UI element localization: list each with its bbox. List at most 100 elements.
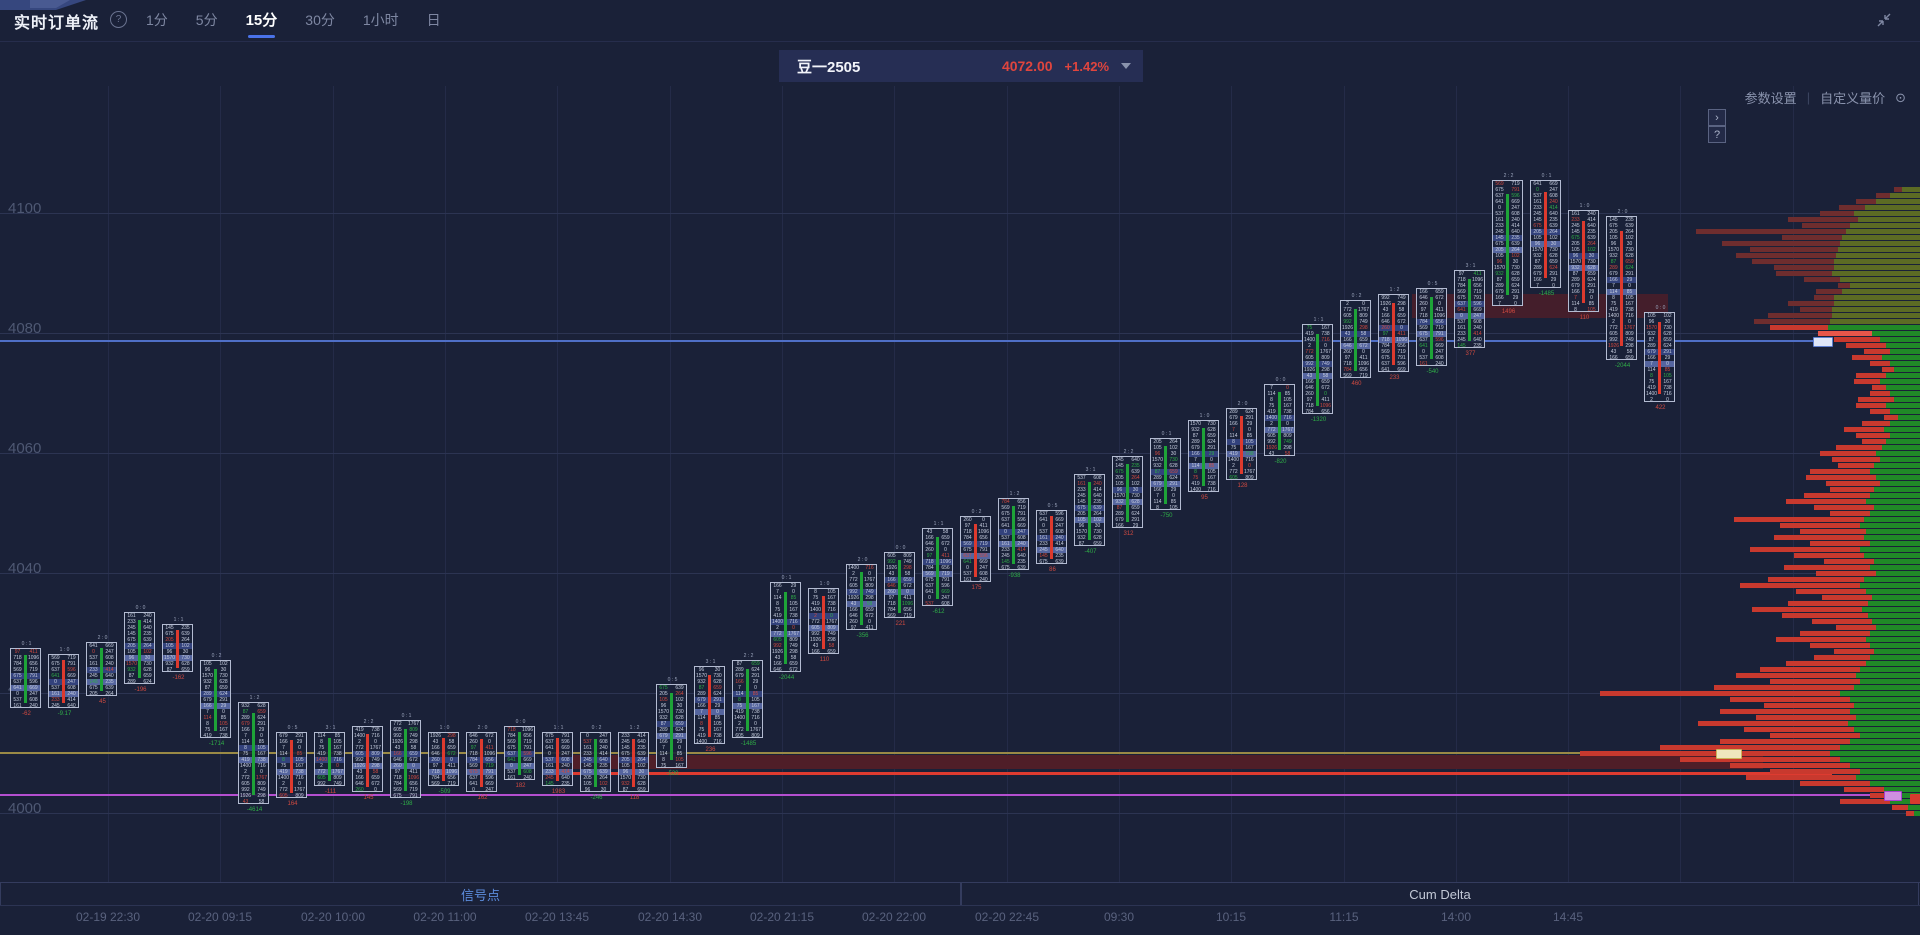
footprint-candle[interactable]: 641 669 0 247 537 608 161 240 233 414 245 640 145 235…	[1530, 173, 1561, 297]
bid-volume: 641	[1457, 307, 1466, 313]
footprint-candle[interactable]: 772 1767 605 809 992 749 1926 298 43 58 166 659 646 6…	[390, 713, 421, 807]
footprint-candle[interactable]: 75 167 419 738 1400 716 2 0 772 1767 605 809 992 749 1…	[1302, 317, 1333, 423]
footprint-candle[interactable]: 537 608 161 240 233 414 245 640 145 235 675 639 205 2…	[1074, 467, 1105, 555]
tab-15min[interactable]: 15分	[246, 0, 277, 41]
footprint-candle[interactable]: 646 672 260 0 97 411 718 1096 784 656 569 719 675 791…	[466, 725, 497, 801]
footprint-candle[interactable]: 2 0 772 1767 605 809 992 749 1926 298 43 58 166 659 64…	[1340, 293, 1371, 387]
footprint-row: 260 0	[1341, 349, 1370, 355]
bid-volume: 646	[773, 667, 782, 673]
footprint-candle[interactable]: 932 628 87 659 289 624 679 291 166 29 7 0 114 85 8 105 7…	[238, 695, 269, 813]
bid-volume: 637	[1419, 337, 1428, 343]
footprint-candle[interactable]: 43 58 166 659 646 672 260 0 97 411 718 1096 784 656 56…	[922, 521, 953, 615]
question-icon[interactable]: ?	[1708, 126, 1726, 143]
bid-volume: 166	[735, 679, 744, 685]
tab-30min[interactable]: 30分	[305, 12, 335, 28]
footprint-row: 605 809	[277, 793, 306, 799]
ask-volume: 167	[295, 763, 304, 769]
footprint-candle[interactable]: 161 240 233 414 245 640 145 235 675 639 205 264 105 1…	[124, 605, 155, 693]
bid-volume: 96	[204, 667, 211, 673]
footprint-candle[interactable]: 205 264 105 102 96 30 1570 730 932 628 87 659 289 624…	[1150, 431, 1181, 519]
footprint-candle[interactable]: 569 719 675 791 637 596 641 669 0 247 537 608 161 240…	[48, 647, 79, 717]
footprint-row: 205 264	[1607, 229, 1636, 235]
tab-5min[interactable]: 5分	[195, 12, 218, 28]
footprint-candle[interactable]: 1926 298 43 58 166 659 646 672 260 0 97 411 718 1096 7…	[428, 725, 459, 795]
footprint-row: 97 411	[429, 763, 458, 769]
footprint-candle[interactable]: 1570 730 932 628 87 659 289 624 679 291 166 29 7 0 114…	[1188, 413, 1219, 501]
bid-volume: 233	[1077, 487, 1086, 493]
ask-volume: 411	[865, 625, 874, 631]
vp-sell-bar	[1746, 775, 1856, 780]
bid-volume: 772	[811, 619, 820, 625]
footprint-candle[interactable]: 8 105 75 167 419 738 1400 716 2 0 772 1767 605 809 992…	[808, 581, 839, 663]
footprint-row: 0 247	[923, 595, 952, 601]
volume-profile-row	[1770, 679, 1920, 684]
candle-delta: -750	[1160, 513, 1173, 519]
footprint-candle[interactable]: 784 656 569 719 675 791 637 596 641 669 0 247 537 608…	[998, 491, 1029, 579]
footprint-candle[interactable]: 679 291 166 29 7 0 114 85 8 105 75 167 419 738 1400 716…	[276, 725, 307, 807]
footprint-candle[interactable]: 289 624 679 291 166 29 7 0 114 85 8 105 75 167 419 738 1…	[1226, 401, 1257, 489]
footprint-candle[interactable]: 675 639 205 264 105 102 96 30 1570 730 932 628 87 659…	[656, 677, 687, 777]
footprint-candle[interactable]: 166 659 646 672 260 0 97 411 718 1096 784 656 569 719…	[1416, 281, 1447, 375]
footprint-candle[interactable]: 145 235 675 639 205 264 105 102 96 30 1570 730 932 62…	[1606, 209, 1637, 369]
ask-volume: 264	[181, 637, 190, 643]
bid-volume: 932	[1647, 331, 1656, 337]
footprint-candle[interactable]: 992 749 1926 298 43 58 166 659 646 672 260 0 97 411 71…	[1378, 287, 1409, 381]
footprint-candle[interactable]: 569 719 675 791 637 596 641 669 0 247 537 608 161 240…	[1492, 173, 1523, 315]
footprint-candle[interactable]: 718 1096 784 656 569 719 675 791 637 596 641 669 0 24…	[504, 719, 535, 789]
footprint-candle[interactable]: 260 0 97 411 718 1096 784 656 569 719 675 791 637 596…	[960, 509, 991, 591]
bid-volume: 245	[127, 625, 136, 631]
footprint-candle[interactable]: 605 809 992 749 1926 298 43 58 166 659 646 672 260 0 9…	[884, 545, 915, 627]
footprint-candle[interactable]: 161 240 233 414 245 640 145 235 675 639 205 264 105 1…	[1568, 203, 1599, 321]
volume-profile-row	[1800, 631, 1920, 636]
tab-1hour[interactable]: 1小时	[362, 12, 399, 28]
ask-volume: 235	[1587, 229, 1596, 235]
instrument-selector[interactable]: 豆一2505 4072.00 +1.42%	[779, 50, 1143, 82]
vp-buy-bar	[1850, 709, 1920, 714]
ask-volume: 1767	[825, 619, 838, 625]
footprint-candle[interactable]: 245 640 145 235 675 639 205 264 105 102 96 30 1570 73…	[1112, 449, 1143, 537]
bid-volume: 205	[89, 691, 98, 697]
tab-day[interactable]: 日	[426, 12, 441, 28]
chevron-down-icon[interactable]	[1121, 63, 1131, 69]
footprint-candle[interactable]: 145 235 675 639 205 264 105 102 96 30 1570 730 932 62…	[162, 617, 193, 681]
bid-volume: 675	[13, 673, 22, 679]
footprint-row: 641 669	[467, 781, 496, 787]
vertical-gridline	[1793, 86, 1794, 882]
footprint-candle[interactable]: 0 247 537 608 161 240 233 414 245 640 145 235 675 639…	[580, 725, 611, 801]
cum-delta-pane-label[interactable]: Cum Delta	[961, 883, 1919, 905]
footprint-candle[interactable]: 641 669 0 247 537 608 161 240 233 414 245 640 145 235…	[86, 635, 117, 705]
candle-delta: 162	[477, 795, 488, 801]
footprint-row: 166 29	[771, 583, 800, 589]
custom-volume-price-button[interactable]: 自定义量价	[1820, 91, 1886, 106]
footprint-candle[interactable]: 1400 716 2 0 772 1767 605 809 992 749 1926 298 43 58 1…	[846, 557, 877, 639]
collapse-icon[interactable]	[1874, 10, 1894, 30]
bid-volume: 43	[394, 745, 401, 751]
ask-volume: 659	[637, 787, 646, 793]
chevron-right-icon[interactable]: ›	[1708, 109, 1726, 126]
footprint-row: 205 264	[1075, 511, 1104, 517]
tab-1min[interactable]: 1分	[146, 12, 168, 28]
bid-volume: 96	[1610, 241, 1617, 247]
footprint-candle[interactable]: 637 596 641 669 0 247 537 608 161 240 233 414 245 640…	[1036, 503, 1067, 573]
settings-button[interactable]: 参数设置	[1744, 91, 1797, 106]
ask-volume: 624	[713, 691, 722, 697]
bid-volume: 114	[1647, 367, 1656, 373]
footprint-candle[interactable]: 7 0 114 85 8 105 75 167 419 738 1400 716 2 0 772 1767 60…	[1264, 377, 1295, 465]
bid-volume: 772	[1305, 349, 1314, 355]
footprint-candle[interactable]: 114 85 8 105 75 167 419 738 1400 716 2 0 772 1767 605 8…	[314, 725, 345, 795]
footprint-candle[interactable]: 87 659 289 624 679 291 166 29 7 0 114 85 8 105 75 167 41…	[732, 653, 763, 747]
footprint-candle[interactable]: 105 102 96 30 1570 730 932 628 87 659 289 624 679 291…	[1644, 305, 1675, 411]
footprint-candle[interactable]: 97 411 718 1096 784 656 569 719 675 791 637 596 641 6…	[1454, 263, 1485, 357]
signal-pane-label[interactable]: 信号点	[0, 883, 961, 905]
footprint-candle[interactable]: 166 29 7 0 114 85 8 105 75 167 419 738 1400 716 2 0 772 1…	[770, 575, 801, 681]
footprint-candle[interactable]: 96 30 1570 730 932 628 87 659 289 624 679 291 166 29 7…	[694, 659, 725, 753]
footprint-candle[interactable]: 233 414 245 640 145 235 675 639 205 264 105 102 96 30…	[618, 725, 649, 801]
help-icon[interactable]: ?	[110, 11, 127, 28]
footprint-candle[interactable]: 419 738 1400 716 2 0 772 1767 605 809 992 749 1926 29…	[352, 719, 383, 801]
footprint-candle[interactable]: 105 102 96 30 1570 730 932 628 87 659 289 624 679 291…	[200, 653, 231, 747]
footprint-candle[interactable]: 97 411 718 1096 784 656 569 719 675 791 637 596 641 6…	[10, 641, 41, 717]
footprint-candle[interactable]: 675 791 637 596 641 669 0 247 537 608 161 240 233 414…	[542, 725, 573, 795]
bid-volume: 87	[1116, 505, 1123, 511]
visibility-icon[interactable]: ⊙	[1895, 89, 1906, 105]
